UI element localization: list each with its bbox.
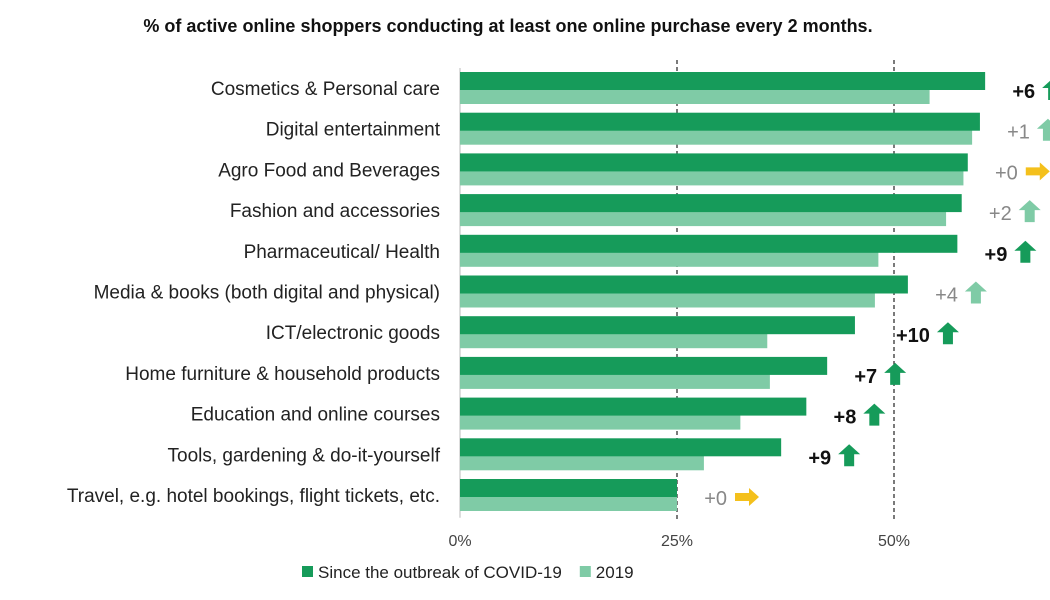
category-label: Travel, e.g. hotel bookings, flight tick… <box>67 486 440 507</box>
category-label: Home furniture & household products <box>125 364 440 385</box>
bar-covid <box>460 72 986 90</box>
bar-covid <box>460 194 962 213</box>
bar-2019 <box>460 495 677 511</box>
category-label: Digital entertainment <box>266 120 441 141</box>
bar-2019 <box>460 413 741 430</box>
bar-covid <box>460 234 958 253</box>
change-label: +1 <box>1007 122 1030 144</box>
change-label: +4 <box>935 285 958 307</box>
arrow-up-icon <box>863 403 886 426</box>
category-label: Cosmetics & Personal care <box>211 79 440 100</box>
bar-covid <box>460 275 908 294</box>
arrow-up-icon <box>964 281 987 304</box>
chart-title: % of active online shoppers conducting a… <box>143 16 872 36</box>
bar-2019 <box>460 372 770 389</box>
bar-2019 <box>460 169 964 186</box>
arrow-up-icon <box>1036 118 1050 141</box>
arrow-up-icon <box>1014 240 1037 263</box>
category-label: Pharmaceutical/ Health <box>244 242 440 263</box>
category-label: Tools, gardening & do-it-yourself <box>168 445 441 466</box>
category-label: Fashion and accessories <box>230 201 440 222</box>
change-label: +0 <box>995 162 1018 184</box>
legend-swatch <box>302 566 313 577</box>
bar-covid <box>460 438 782 457</box>
category-label: Education and online courses <box>191 405 440 426</box>
bar-2019 <box>460 332 768 349</box>
bar-covid <box>460 397 807 416</box>
bar-2019 <box>460 454 704 471</box>
bar-2019 <box>460 291 875 308</box>
bar-covid <box>460 316 855 335</box>
change-label: +2 <box>989 203 1012 225</box>
bar-covid <box>460 479 677 497</box>
bar-covid <box>460 112 980 131</box>
arrow-right-icon <box>1025 162 1050 181</box>
arrow-up-icon <box>884 362 907 385</box>
arrow-up-icon <box>936 322 959 345</box>
bar-2019 <box>460 210 947 227</box>
bar-covid <box>460 356 828 375</box>
change-label: +9 <box>808 447 831 469</box>
change-label: +10 <box>896 325 930 347</box>
change-label: +6 <box>1012 81 1035 103</box>
arrow-right-icon <box>735 488 759 506</box>
arrow-up-icon <box>1042 80 1050 100</box>
change-label: +7 <box>854 366 877 388</box>
category-label: ICT/electronic goods <box>266 323 440 344</box>
legend-swatch <box>579 566 591 577</box>
category-label: Agro Food and Beverages <box>218 160 440 181</box>
x-tick-label: 25% <box>661 533 693 550</box>
x-tick-label: 50% <box>878 533 910 550</box>
change-label: +9 <box>985 244 1008 266</box>
change-label: +8 <box>834 407 857 429</box>
arrow-up-icon <box>838 444 861 467</box>
change-label: +0 <box>704 488 727 510</box>
bar-2019 <box>460 128 973 145</box>
bar-2019 <box>460 250 879 267</box>
arrow-up-icon <box>1018 200 1041 223</box>
bar-covid <box>460 153 968 172</box>
bar-2019 <box>460 88 930 104</box>
x-tick-label: 0% <box>448 533 471 550</box>
legend-label: Since the outbreak of COVID-19 <box>318 563 562 582</box>
legend-label: 2019 <box>596 563 634 582</box>
category-label: Media & books (both digital and physical… <box>94 283 440 304</box>
